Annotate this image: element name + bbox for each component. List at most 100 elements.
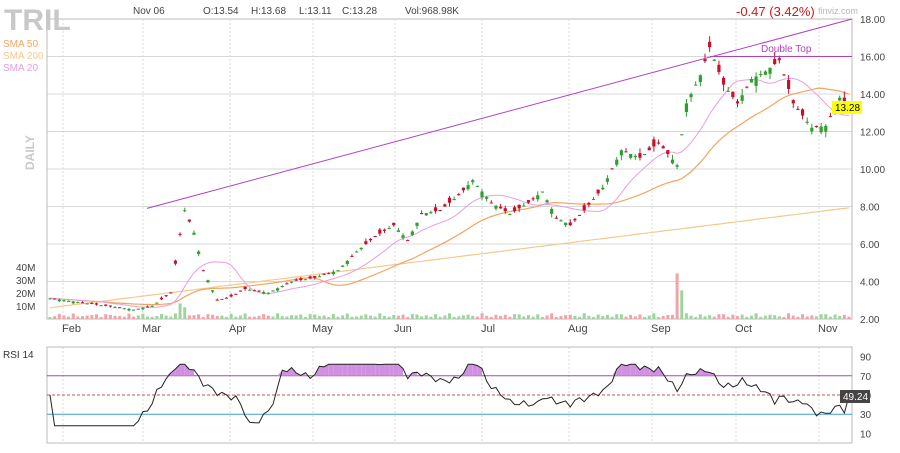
candle [819, 122, 823, 135]
volume-bar [71, 313, 75, 319]
volume-bar [568, 314, 572, 319]
rsi-path [49, 363, 850, 427]
volume-bar [201, 317, 205, 319]
volume-bar [475, 316, 479, 319]
rsi-overbought-fill [175, 364, 181, 376]
volume-bar [824, 314, 828, 319]
month-grid: Feb Mar Apr May Jun Jul Aug Sep Oct Nov [62, 19, 838, 443]
candle [680, 134, 684, 136]
volume-bar [373, 316, 377, 319]
candle [461, 187, 466, 193]
candle [591, 196, 596, 200]
candle [90, 302, 94, 305]
volume-bar [564, 315, 568, 319]
candle [164, 294, 168, 298]
rsi-overbought-fill [170, 368, 176, 376]
volume-bar [57, 313, 61, 319]
volume-bar [517, 314, 521, 319]
candle [266, 292, 270, 295]
candle [220, 298, 224, 300]
volume-bar [99, 317, 103, 319]
candle [201, 269, 205, 272]
candle [717, 60, 721, 75]
candle [643, 153, 647, 156]
candle [94, 302, 99, 306]
candle [238, 290, 243, 292]
volume-bar [248, 316, 252, 319]
volume-bar [810, 315, 814, 319]
candle [652, 136, 656, 152]
volume-bar [48, 317, 52, 319]
candle [257, 290, 261, 293]
volume-bar [448, 313, 451, 319]
candle [173, 259, 178, 266]
volume-bar [220, 315, 224, 319]
volume-bar [466, 314, 470, 319]
volume-tick-label: 30M [16, 276, 35, 287]
volume-bar [118, 315, 122, 319]
volume-tick-label: 10M [16, 302, 35, 313]
volume-bar [805, 316, 809, 319]
price-tick-label: 2.00 [860, 315, 880, 326]
candle [387, 226, 391, 230]
volume-bar [257, 315, 261, 319]
rsi-overbought-fill [361, 364, 366, 376]
candle [698, 74, 702, 87]
candle [708, 36, 712, 52]
candle [373, 235, 377, 238]
candle [145, 305, 150, 308]
volume-bar [726, 316, 730, 319]
volume-bar [605, 314, 609, 319]
volume-bar [122, 316, 126, 319]
volume-bar [485, 315, 489, 319]
candle [480, 189, 484, 201]
volume-bar [592, 317, 596, 319]
volume-bar [127, 313, 131, 319]
rsi-overbought-fill [389, 364, 394, 376]
candle [224, 297, 229, 299]
candle [415, 222, 419, 229]
candle [610, 167, 614, 170]
price-tick-label: 16.00 [860, 53, 885, 64]
candle [754, 72, 758, 93]
candle [289, 281, 294, 284]
volume-bar [461, 315, 465, 319]
volume-bar [777, 316, 781, 319]
volume-bar [359, 315, 363, 319]
candle [122, 307, 126, 310]
candle [647, 145, 651, 151]
volume-bar [596, 314, 600, 319]
volume-bar [754, 313, 758, 319]
volume-bar [341, 315, 345, 319]
volume-bar [238, 315, 242, 319]
candle [410, 230, 414, 237]
price-tick-label: 4.00 [860, 278, 880, 289]
candle [633, 153, 637, 160]
volume-bar [457, 316, 461, 319]
close-label: C:13.28 [342, 6, 377, 17]
volume-bar [327, 317, 331, 319]
volume-bar [503, 314, 507, 319]
volume-bar [164, 315, 168, 319]
candle [150, 305, 154, 307]
volume-bar [749, 315, 753, 319]
rsi-overbought-fill [184, 364, 190, 376]
month-label-sep: Sep [651, 323, 671, 335]
rsi-overbought-fill [180, 364, 185, 376]
volume-bar [396, 315, 400, 319]
volume-bar [787, 313, 791, 319]
volume-bar [410, 314, 414, 319]
rsi-overbought-fill [338, 364, 343, 376]
volume-bar [559, 316, 563, 319]
volume-bar [471, 315, 475, 319]
candle [210, 290, 215, 294]
candle [745, 86, 749, 89]
volume-bar [801, 314, 805, 319]
volume-bar [661, 315, 665, 319]
volume-bar [183, 307, 187, 319]
volume-bar [624, 316, 628, 319]
rsi-grid: 1030507090 [46, 346, 872, 444]
volume-bar [773, 315, 777, 319]
candle [341, 265, 345, 268]
